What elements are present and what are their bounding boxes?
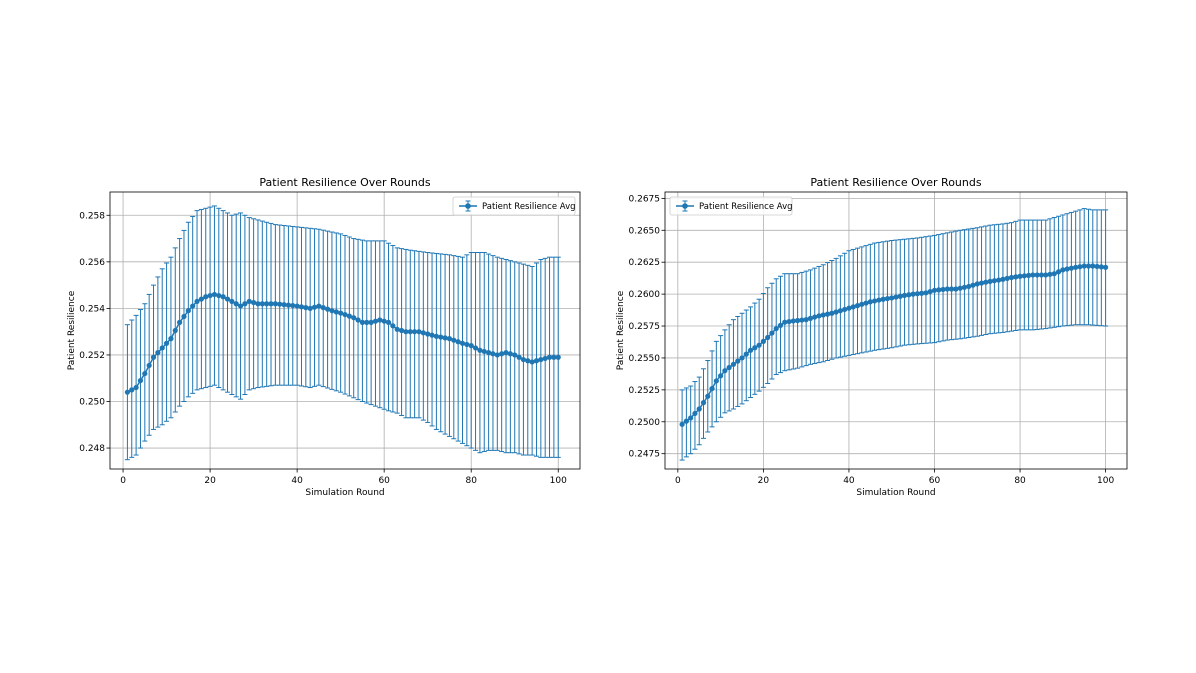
- legend-label: Patient Resilience Avg: [699, 202, 793, 212]
- x-axis-label: Simulation Round: [856, 488, 935, 498]
- y-tick-label: 0.254: [79, 304, 105, 314]
- x-tick-label: 20: [204, 476, 216, 486]
- x-tick-label: 60: [378, 476, 390, 486]
- y-tick-label: 0.2650: [629, 226, 661, 236]
- x-tick-label: 40: [843, 476, 855, 486]
- y-tick-label: 0.2525: [629, 386, 661, 396]
- y-tick-label: 0.248: [79, 444, 105, 454]
- chart-title: Patient Resilience Over Rounds: [810, 176, 981, 189]
- x-tick-label: 20: [758, 476, 770, 486]
- y-tick-label: 0.252: [79, 351, 105, 361]
- series-line: [127, 293, 559, 393]
- data-points: [124, 291, 561, 395]
- data-point: [1103, 264, 1109, 270]
- y-tick-label: 0.2625: [629, 258, 661, 268]
- legend-box: [669, 196, 793, 216]
- data-points: [679, 263, 1109, 427]
- error-bars: [124, 205, 561, 461]
- y-tick-label: 0.258: [79, 211, 105, 221]
- x-tick-label: 100: [550, 476, 567, 486]
- y-tick-label: 0.2500: [629, 418, 661, 428]
- legend-marker: [465, 203, 471, 209]
- y-tick-label: 0.2550: [629, 354, 661, 364]
- y-tick-label: 0.256: [79, 258, 105, 268]
- x-tick-label: 0: [120, 476, 126, 486]
- legend-marker: [682, 203, 688, 209]
- axes-frame: [664, 191, 1128, 470]
- y-axis-label: Patient Resilience: [616, 290, 626, 370]
- axes-frame: [109, 191, 581, 470]
- chart-right: Patient Resilience Over Rounds 0 20 40 60 80 1…: [610, 172, 1140, 502]
- legend: Patient Resilience Avg: [669, 196, 793, 216]
- legend-label: Patient Resilience Avg: [482, 202, 576, 212]
- y-tick-label: 0.2475: [629, 450, 661, 460]
- chart-left-svg: Patient Resilience Over Rounds 0 20 40 60 80 1…: [67, 176, 581, 498]
- x-tick-label: 60: [929, 476, 941, 486]
- y-tick-label: 0.2675: [629, 194, 661, 204]
- y-tick-label: 0.2575: [629, 322, 661, 332]
- y-tick-label: 0.250: [79, 397, 105, 407]
- legend-box: [452, 196, 576, 216]
- chart-left: Patient Resilience Over Rounds 0 20 40 60 80 1…: [62, 172, 592, 502]
- x-tick-label: 0: [675, 476, 681, 486]
- y-axis-label: Patient Resilience: [67, 290, 77, 370]
- y-tick-label: 0.2600: [629, 290, 661, 300]
- series-line: [681, 265, 1106, 425]
- error-bars: [679, 208, 1109, 461]
- chart-title: Patient Resilience Over Rounds: [259, 176, 430, 189]
- data-point: [555, 354, 561, 360]
- x-axis-label: Simulation Round: [305, 488, 384, 498]
- legend: Patient Resilience Avg: [452, 196, 576, 216]
- chart-right-svg: Patient Resilience Over Rounds 0 20 40 60 80 1…: [616, 176, 1128, 498]
- x-tick-label: 40: [291, 476, 303, 486]
- x-tick-label: 80: [465, 476, 477, 486]
- x-tick-label: 100: [1097, 476, 1114, 486]
- x-tick-label: 80: [1014, 476, 1026, 486]
